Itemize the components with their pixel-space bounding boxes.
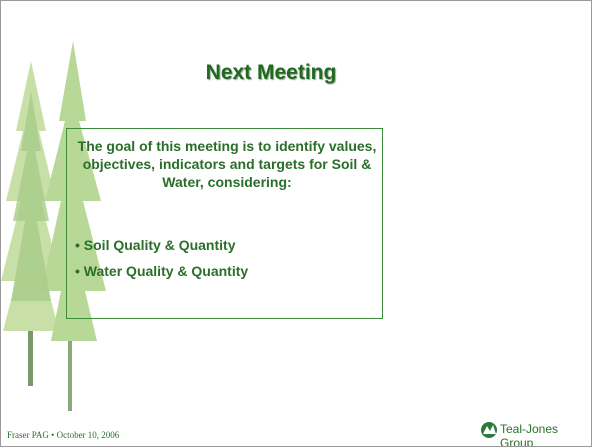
footer: Fraser PAG • October 10, 2006	[7, 430, 119, 440]
logo-text: Teal-Jones Group	[500, 422, 591, 447]
slide: Next Meeting The goal of this meeting is…	[0, 0, 592, 447]
bullet-item: • Water Quality & Quantity	[75, 263, 248, 279]
slide-title: Next Meeting	[121, 61, 421, 85]
body-text: The goal of this meeting is to identify …	[71, 137, 383, 191]
bullet-item: • Soil Quality & Quantity	[75, 237, 235, 253]
